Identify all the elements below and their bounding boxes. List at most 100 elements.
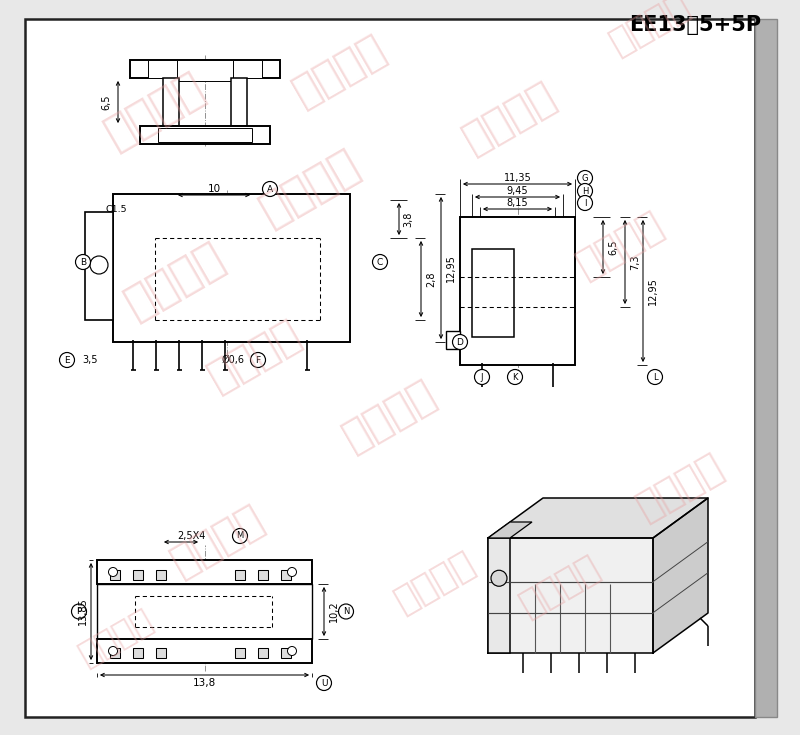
Text: L: L: [653, 373, 658, 381]
Bar: [177, 60, 233, 81]
Bar: [156, 570, 166, 580]
Bar: [281, 570, 291, 580]
Bar: [231, 78, 247, 126]
Text: 太志磁架: 太志磁架: [389, 547, 481, 620]
Text: 13,8: 13,8: [193, 678, 216, 688]
Text: 7,3: 7,3: [630, 254, 640, 270]
Circle shape: [109, 647, 118, 656]
Text: 太志磁架: 太志磁架: [514, 551, 606, 623]
Text: K: K: [512, 373, 518, 381]
Text: Ø0,6: Ø0,6: [222, 355, 245, 365]
Circle shape: [109, 567, 118, 576]
Text: E: E: [64, 356, 70, 365]
Text: 9,45: 9,45: [506, 186, 528, 196]
Circle shape: [507, 370, 522, 384]
Text: 太志磁架: 太志磁架: [336, 372, 444, 458]
Text: 10,2: 10,2: [329, 600, 339, 623]
Text: 12,95: 12,95: [446, 254, 456, 282]
Text: EE13卧5+5P: EE13卧5+5P: [629, 15, 761, 35]
Text: A: A: [267, 184, 273, 193]
Bar: [472, 249, 514, 337]
Circle shape: [578, 196, 593, 210]
Circle shape: [287, 647, 297, 656]
Text: 12,95: 12,95: [648, 277, 658, 305]
Text: 3,5: 3,5: [82, 355, 98, 365]
Text: M: M: [236, 531, 244, 540]
Bar: [446, 331, 460, 349]
Circle shape: [75, 254, 90, 270]
Bar: [163, 78, 179, 126]
Circle shape: [71, 604, 86, 619]
Bar: [281, 648, 291, 658]
Polygon shape: [653, 498, 708, 653]
Bar: [97, 560, 312, 584]
Circle shape: [578, 171, 593, 185]
Circle shape: [90, 256, 108, 274]
Text: 10: 10: [207, 184, 221, 194]
Text: 太志磁架: 太志磁架: [164, 497, 272, 583]
Bar: [235, 648, 245, 658]
Text: 3,8: 3,8: [403, 212, 413, 226]
Circle shape: [317, 675, 331, 690]
Circle shape: [287, 567, 297, 576]
Circle shape: [262, 182, 278, 196]
Text: 8,15: 8,15: [506, 198, 528, 208]
Text: 13,85: 13,85: [78, 598, 88, 625]
Bar: [130, 60, 280, 78]
Text: 太志磁架: 太志磁架: [456, 74, 564, 160]
Bar: [85, 212, 113, 320]
Circle shape: [338, 604, 354, 619]
Circle shape: [578, 184, 593, 198]
Bar: [156, 648, 166, 658]
Bar: [133, 648, 143, 658]
Text: U: U: [321, 678, 327, 687]
Text: 6,5: 6,5: [608, 240, 618, 255]
Text: C1.5: C1.5: [105, 205, 126, 214]
Circle shape: [491, 570, 507, 587]
Text: 太志磁架: 太志磁架: [98, 65, 212, 155]
Bar: [148, 60, 262, 78]
Circle shape: [647, 370, 662, 384]
Text: P: P: [76, 607, 82, 616]
Text: I: I: [584, 198, 586, 207]
Polygon shape: [488, 522, 532, 538]
Circle shape: [59, 353, 74, 368]
Bar: [140, 126, 270, 144]
Text: J: J: [481, 373, 483, 381]
Text: H: H: [582, 187, 588, 196]
Bar: [97, 584, 312, 639]
Circle shape: [250, 353, 266, 368]
Circle shape: [373, 254, 387, 270]
Text: F: F: [255, 356, 261, 365]
Bar: [235, 570, 245, 580]
Text: 2,5X4: 2,5X4: [177, 531, 205, 541]
Bar: [110, 648, 120, 658]
Text: 2,8: 2,8: [426, 271, 436, 287]
Text: D: D: [457, 337, 463, 346]
Text: 太志磁架: 太志磁架: [118, 234, 232, 326]
Text: 太志磁架: 太志磁架: [570, 205, 670, 285]
Bar: [110, 570, 120, 580]
Bar: [460, 217, 575, 365]
Text: B: B: [80, 257, 86, 267]
Bar: [158, 128, 252, 142]
Circle shape: [474, 370, 490, 384]
Text: G: G: [582, 173, 588, 182]
Polygon shape: [488, 538, 653, 653]
Bar: [755, 19, 777, 717]
Text: 太志磁架: 太志磁架: [286, 26, 394, 113]
Bar: [97, 639, 312, 663]
Bar: [113, 194, 350, 342]
Polygon shape: [488, 498, 708, 538]
Text: C: C: [377, 257, 383, 267]
Text: 6,5: 6,5: [101, 94, 111, 110]
Text: 太志磁架: 太志磁架: [604, 0, 696, 61]
Circle shape: [453, 334, 467, 350]
Text: 太志磁架: 太志磁架: [253, 142, 367, 232]
Bar: [258, 648, 268, 658]
Text: 11,35: 11,35: [504, 173, 531, 183]
Bar: [133, 570, 143, 580]
Bar: [258, 570, 268, 580]
Circle shape: [233, 528, 247, 543]
Text: N: N: [343, 607, 349, 616]
